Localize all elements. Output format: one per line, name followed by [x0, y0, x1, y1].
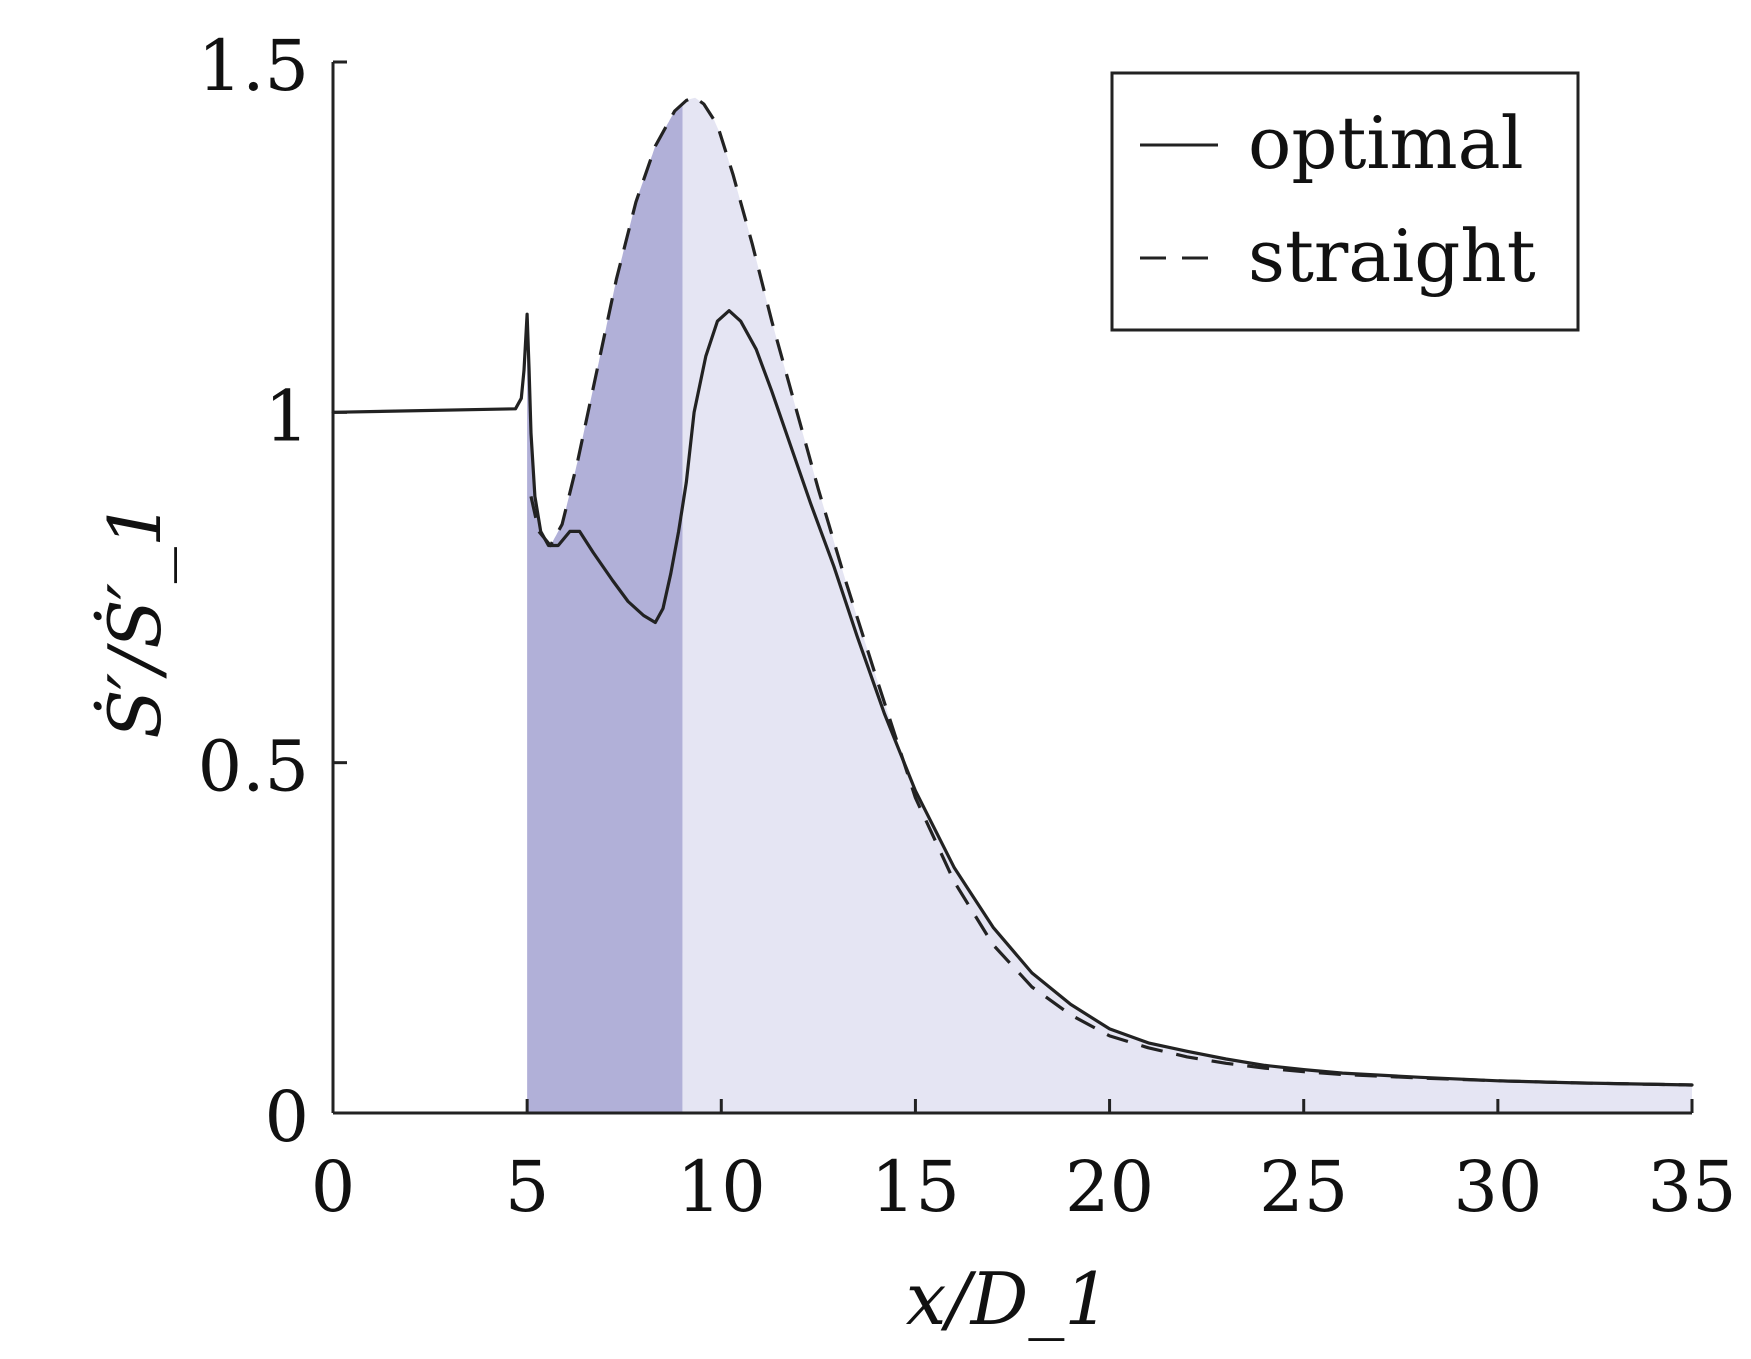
y-tick-label: 0.5	[198, 726, 309, 808]
y-tick-label: 1	[264, 375, 309, 457]
x-tick-label: 30	[1453, 1146, 1542, 1228]
x-tick-label: 10	[677, 1146, 766, 1228]
x-axis-label: x/D_1	[906, 1257, 1110, 1341]
shaded-region-section-a	[527, 104, 683, 1113]
x-tick-label: 35	[1647, 1146, 1736, 1228]
shaded-region-section-b	[682, 97, 1692, 1113]
y-ticks: 0 0.5 1 1.5	[198, 25, 347, 1158]
series-line-straight	[529, 95, 1693, 1087]
series-lines	[331, 95, 1694, 1087]
legend-label-straight: straight	[1248, 214, 1536, 298]
x-tick-label: 15	[871, 1146, 960, 1228]
x-tick-label: 25	[1259, 1146, 1348, 1228]
y-tick-label: 1.5	[198, 25, 309, 107]
y-axis-label: Ṡ′/Ṡ′_1	[92, 501, 177, 738]
x-tick-label: 20	[1065, 1146, 1154, 1228]
axes	[331, 62, 1692, 1115]
legend-box	[1110, 71, 1580, 332]
legend: optimal straight	[1110, 71, 1580, 332]
y-axis-label-text: Ṡ′/Ṡ′_1	[92, 501, 177, 738]
x-ticks: 0 5 10 15 20 25 30 35	[311, 1099, 1737, 1228]
shaded-regions	[527, 97, 1692, 1113]
legend-label-optimal: optimal	[1248, 101, 1524, 185]
x-axis-label-text: x/D_1	[906, 1257, 1110, 1341]
x-tick-label: 0	[311, 1146, 356, 1228]
x-tick-label: 5	[505, 1146, 550, 1228]
y-tick-label: 0	[264, 1076, 309, 1158]
